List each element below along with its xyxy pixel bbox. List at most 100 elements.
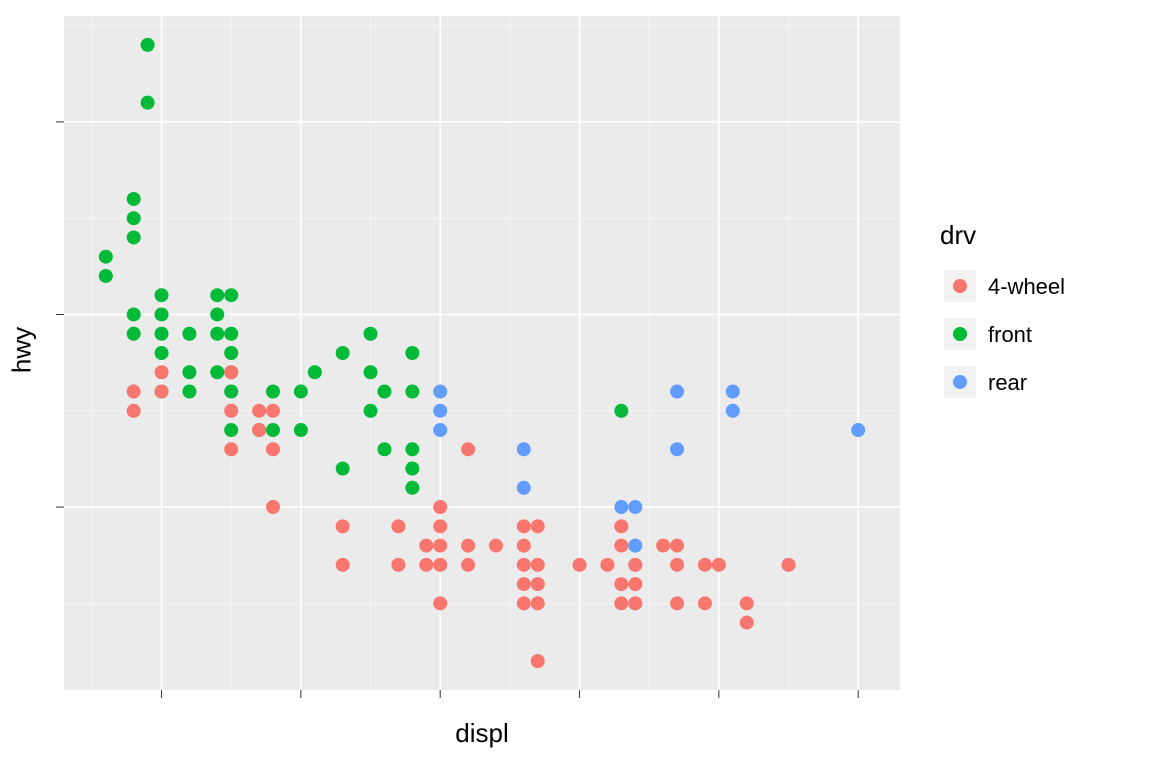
data-point [182, 365, 196, 379]
data-point [461, 442, 475, 456]
data-point [405, 462, 419, 476]
data-point [266, 423, 280, 437]
data-point [266, 404, 280, 418]
data-point [433, 596, 447, 610]
data-point [740, 596, 754, 610]
data-point [210, 307, 224, 321]
data-point [698, 558, 712, 572]
data-point [127, 385, 141, 399]
data-point [210, 327, 224, 341]
data-point [461, 558, 475, 572]
data-point [155, 385, 169, 399]
data-point [670, 596, 684, 610]
data-point [405, 481, 419, 495]
data-point [433, 423, 447, 437]
data-point [600, 558, 614, 572]
legend-label-4-wheel: 4-wheel [988, 274, 1065, 300]
data-point [670, 558, 684, 572]
data-point [614, 519, 628, 533]
data-point [141, 96, 155, 110]
data-point [614, 596, 628, 610]
data-point [489, 539, 503, 553]
data-point [670, 442, 684, 456]
data-point [224, 423, 238, 437]
data-point [210, 288, 224, 302]
legend-key-4-wheel [944, 270, 976, 302]
data-point [155, 365, 169, 379]
legend-label-rear: rear [988, 370, 1027, 396]
data-point [517, 539, 531, 553]
data-point [224, 288, 238, 302]
data-point [224, 442, 238, 456]
data-point [531, 596, 545, 610]
data-point [517, 442, 531, 456]
scatter-plot [0, 0, 1152, 768]
data-point [698, 596, 712, 610]
data-point [628, 596, 642, 610]
data-point [364, 365, 378, 379]
data-point [266, 385, 280, 399]
data-point [377, 442, 391, 456]
data-point [712, 558, 726, 572]
data-point [531, 519, 545, 533]
circle-icon [953, 279, 967, 293]
data-point [99, 250, 113, 264]
circle-icon [953, 327, 967, 341]
data-point [433, 558, 447, 572]
data-point [614, 539, 628, 553]
data-point [266, 500, 280, 514]
data-point [656, 539, 670, 553]
data-point [155, 327, 169, 341]
data-point [127, 307, 141, 321]
data-point [127, 404, 141, 418]
data-point [573, 558, 587, 572]
data-point [224, 385, 238, 399]
data-point [517, 596, 531, 610]
data-point [670, 539, 684, 553]
data-point [433, 500, 447, 514]
legend-title: drv [940, 220, 976, 251]
data-point [419, 558, 433, 572]
data-point [782, 558, 796, 572]
data-point [433, 519, 447, 533]
data-point [614, 404, 628, 418]
data-point [364, 404, 378, 418]
data-point [628, 500, 642, 514]
data-point [614, 500, 628, 514]
data-point [433, 385, 447, 399]
data-point [252, 404, 266, 418]
chart-container: hwy displ drv 4-wheelfrontrear [0, 0, 1152, 768]
legend-key-front [944, 318, 976, 350]
data-point [517, 481, 531, 495]
data-point [336, 346, 350, 360]
data-point [391, 558, 405, 572]
data-point [127, 211, 141, 225]
data-point [182, 327, 196, 341]
data-point [740, 616, 754, 630]
data-point [405, 442, 419, 456]
x-axis-label: displ [455, 718, 508, 749]
data-point [531, 654, 545, 668]
data-point [224, 327, 238, 341]
data-point [155, 288, 169, 302]
data-point [336, 558, 350, 572]
data-point [182, 385, 196, 399]
data-point [517, 519, 531, 533]
data-point [127, 192, 141, 206]
data-point [252, 423, 266, 437]
data-point [127, 327, 141, 341]
data-point [308, 365, 322, 379]
data-point [377, 385, 391, 399]
data-point [433, 404, 447, 418]
data-point [461, 539, 475, 553]
data-point [628, 558, 642, 572]
data-point [628, 577, 642, 591]
data-point [336, 462, 350, 476]
data-point [266, 442, 280, 456]
data-point [155, 346, 169, 360]
legend-label-front: front [988, 322, 1032, 348]
data-point [628, 539, 642, 553]
data-point [405, 346, 419, 360]
data-point [517, 577, 531, 591]
data-point [670, 385, 684, 399]
